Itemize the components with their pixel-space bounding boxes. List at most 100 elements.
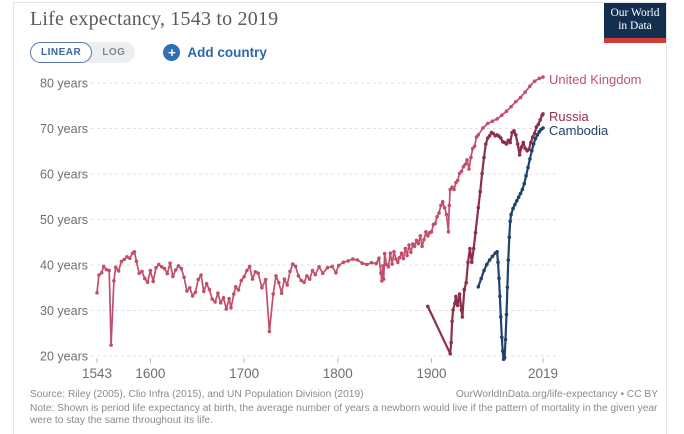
data-point: [528, 157, 532, 161]
data-point: [462, 287, 467, 292]
data-point: [514, 99, 518, 104]
data-point: [426, 304, 430, 309]
owid-logo-red-bar: [604, 38, 666, 43]
data-point: [452, 187, 456, 192]
data-point: [518, 191, 523, 196]
data-point: [224, 307, 229, 311]
log-scale-button[interactable]: LOG: [92, 43, 135, 62]
data-point: [122, 257, 126, 262]
data-point: [480, 171, 484, 176]
data-point: [429, 230, 434, 234]
data-point: [374, 261, 379, 266]
chart-title: Life expectancy, 1543 to 2019: [30, 8, 279, 30]
data-point: [185, 289, 189, 293]
data-point: [392, 250, 396, 254]
series-line-cambodia[interactable]: [477, 127, 544, 361]
data-point: [414, 238, 419, 243]
series-line-united-kingdom[interactable]: [96, 76, 544, 346]
data-point: [517, 153, 522, 157]
data-point: [168, 261, 172, 266]
data-point: [448, 351, 453, 356]
data-point: [260, 286, 264, 290]
data-point: [455, 303, 460, 308]
data-point: [512, 129, 516, 133]
linear-scale-button[interactable]: LINEAR: [30, 41, 93, 63]
data-point: [213, 300, 217, 304]
data-point: [267, 329, 272, 334]
data-point: [459, 308, 464, 312]
plus-icon: +: [163, 43, 181, 61]
add-country-button[interactable]: + Add country: [163, 43, 267, 61]
data-point: [487, 258, 492, 262]
data-point: [508, 140, 512, 145]
data-point: [132, 250, 137, 254]
data-point: [442, 205, 447, 210]
data-point: [321, 271, 325, 276]
data-point: [449, 340, 454, 345]
data-point: [538, 118, 542, 122]
series-end-label-united-kingdom[interactable]: United Kingdom: [549, 72, 642, 87]
data-point: [227, 296, 231, 301]
data-point: [444, 212, 449, 217]
series-end-label-russia[interactable]: Russia: [549, 109, 590, 124]
data-point: [207, 287, 212, 292]
x-axis-label: 1900: [416, 366, 446, 381]
data-point: [157, 262, 161, 267]
data-point: [176, 264, 181, 268]
data-point: [134, 259, 139, 264]
data-point: [325, 265, 330, 270]
data-point: [482, 155, 486, 160]
data-point: [490, 254, 495, 259]
data-point: [484, 142, 488, 146]
data-point: [148, 268, 153, 273]
data-point: [302, 280, 306, 285]
data-point: [109, 343, 113, 347]
data-point: [533, 136, 538, 141]
data-point: [377, 256, 381, 261]
add-country-label: Add country: [187, 44, 267, 60]
data-point: [293, 264, 298, 269]
data-point: [507, 235, 512, 239]
data-point: [112, 279, 116, 283]
data-point: [433, 221, 438, 226]
owid-logo-text: Our World in Data: [610, 7, 660, 32]
data-point: [346, 259, 350, 263]
data-point: [409, 250, 413, 255]
data-point: [522, 181, 527, 186]
data-point: [534, 125, 539, 129]
data-point: [101, 264, 106, 269]
data-point: [526, 165, 530, 170]
data-point: [472, 144, 477, 148]
data-point: [379, 271, 383, 276]
data-point: [256, 271, 261, 276]
data-point: [470, 260, 474, 265]
attribution-link[interactable]: OurWorldInData.org/life-expectancy • CC …: [455, 389, 658, 400]
data-point: [464, 280, 469, 285]
data-point: [113, 265, 118, 270]
data-point: [504, 312, 509, 317]
chart-controls: LINEAR LOG + Add country: [30, 41, 267, 63]
data-point: [527, 147, 531, 152]
data-point: [232, 292, 236, 296]
owid-logo[interactable]: Our World in Data: [604, 3, 666, 43]
data-point: [509, 212, 513, 217]
data-point: [457, 292, 462, 296]
data-point: [471, 246, 476, 251]
data-point: [450, 319, 454, 324]
data-point: [279, 291, 284, 296]
data-point: [151, 279, 155, 284]
data-point: [532, 131, 537, 136]
series-end-label-cambodia[interactable]: Cambodia: [549, 123, 609, 138]
data-point: [239, 278, 244, 283]
data-point: [463, 162, 468, 167]
data-point: [250, 277, 255, 281]
data-point: [140, 269, 144, 274]
data-point: [274, 274, 278, 278]
scale-toggle: LINEAR LOG: [30, 41, 136, 63]
data-point: [390, 262, 394, 266]
data-point: [490, 119, 495, 123]
data-point: [505, 285, 510, 290]
data-point: [310, 268, 315, 273]
data-point: [171, 274, 175, 279]
data-point: [97, 273, 101, 277]
